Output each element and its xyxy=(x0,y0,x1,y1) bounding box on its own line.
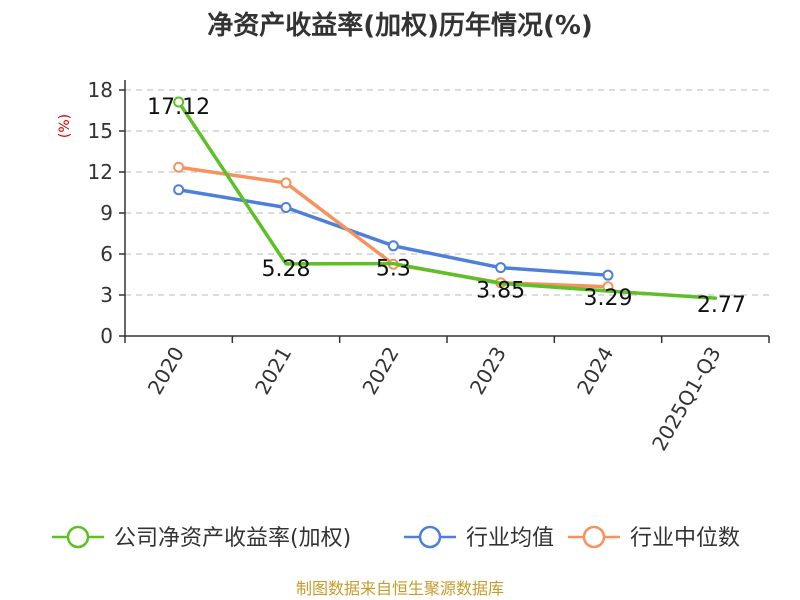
series-2-point-1[interactable] xyxy=(280,177,292,189)
legend-item-1[interactable]: 行业均值 xyxy=(404,525,554,551)
data-label-0: 17.12 xyxy=(147,95,210,120)
grid-lines xyxy=(125,89,769,296)
series-1-point-0[interactable] xyxy=(173,184,185,196)
legend[interactable]: 公司净资产收益率(加权) 行业均值 行业中位数 xyxy=(52,525,740,551)
x-tick-label-2021: 2021 xyxy=(250,343,296,399)
legend-swatch-marker-2 xyxy=(582,525,606,549)
series-1-point-1[interactable] xyxy=(280,202,292,214)
legend-swatch-marker-0 xyxy=(66,525,90,549)
legend-label-2: 行业中位数 xyxy=(630,526,740,551)
source-note: 制图数据来自恒生聚源数据库 xyxy=(296,579,504,598)
y-tick-label-18: 18 xyxy=(88,78,113,102)
y-tick-label-9: 9 xyxy=(100,201,113,225)
series-1 xyxy=(173,184,614,281)
series-1-point-2[interactable] xyxy=(387,240,399,252)
chart-title: 净资产收益率(加权)历年情况(%) xyxy=(207,10,593,41)
x-tick-label-2020: 2020 xyxy=(143,343,189,399)
x-tick-label-2023: 2023 xyxy=(465,343,511,399)
x-tick-label-2025Q1-Q3: 2025Q1-Q3 xyxy=(647,343,726,455)
data-label-3: 3.85 xyxy=(476,278,525,303)
legend-label-1: 行业均值 xyxy=(466,526,554,551)
data-labels: 17.12 5.28 5.3 3.85 3.29 2.77 xyxy=(147,95,746,318)
y-axis-label: (%) xyxy=(57,114,73,138)
y-tick-label-3: 3 xyxy=(100,283,113,307)
x-tick-label-2022: 2022 xyxy=(357,343,403,399)
legend-label-0: 公司净资产收益率(加权) xyxy=(114,526,351,551)
data-label-4: 3.29 xyxy=(584,286,633,311)
y-tick-label-0: 0 xyxy=(100,324,113,348)
series-lines xyxy=(173,96,718,300)
y-tick-label-12: 12 xyxy=(88,160,113,184)
series-0 xyxy=(173,96,718,300)
data-label-1: 5.28 xyxy=(262,257,311,282)
series-0-point-0[interactable] xyxy=(173,96,185,108)
legend-item-2[interactable]: 行业中位数 xyxy=(568,525,740,551)
x-tick-label-2024: 2024 xyxy=(572,343,618,399)
y-tick-label-6: 6 xyxy=(100,242,113,266)
data-label-2: 5.3 xyxy=(376,257,411,282)
axes: 0 3 6 9 12 15 18 2020 2021 2022 2023 2024 2025Q1-Q3 xyxy=(88,78,770,455)
series-1-point-4[interactable] xyxy=(602,269,614,281)
legend-item-0[interactable]: 公司净资产收益率(加权) xyxy=(52,525,351,551)
data-label-5: 2.77 xyxy=(697,293,746,318)
series-1-point-3[interactable] xyxy=(495,262,507,274)
legend-swatch-marker-1 xyxy=(418,525,442,549)
series-line-0 xyxy=(176,100,718,300)
y-tick-label-15: 15 xyxy=(88,119,113,143)
series-2-point-0[interactable] xyxy=(173,161,185,173)
